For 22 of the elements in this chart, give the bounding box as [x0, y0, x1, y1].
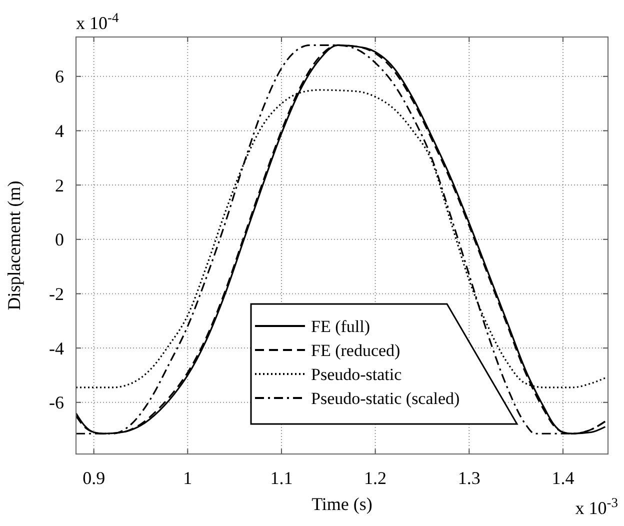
- x-tick-label: 1.1: [270, 468, 293, 488]
- y-tick-label: 6: [55, 66, 64, 87]
- x-tick-label: 0.9: [82, 468, 106, 488]
- line-series: [75, 44, 606, 434]
- x-tick-label: 1.3: [458, 468, 480, 488]
- y-axis-title: Displacement (m): [4, 180, 24, 310]
- text: x 10$^{-3}$: [575, 494, 618, 518]
- legend-label: FE (reduced): [311, 340, 400, 360]
- x-tick-label: 1: [183, 468, 192, 488]
- y-tick-label: 4: [55, 121, 64, 142]
- x-tick-label: 1.4: [552, 468, 574, 488]
- y-tick-label: 0: [55, 230, 64, 250]
- y-tick-label: -4: [49, 338, 64, 358]
- text: x 10$^{-4}$: [76, 10, 119, 33]
- legend-label: Pseudo-static: [311, 364, 402, 384]
- y-tick-label: -2: [49, 284, 64, 304]
- x-axis-title: Time (s): [312, 494, 372, 514]
- legend-label: FE (full): [311, 316, 370, 336]
- legend-label: Pseudo-static (scaled): [311, 388, 460, 408]
- y-tick-label: 2: [55, 175, 64, 196]
- x-tick-label: 1.2: [364, 468, 387, 488]
- y-tick-label: -6: [49, 392, 64, 413]
